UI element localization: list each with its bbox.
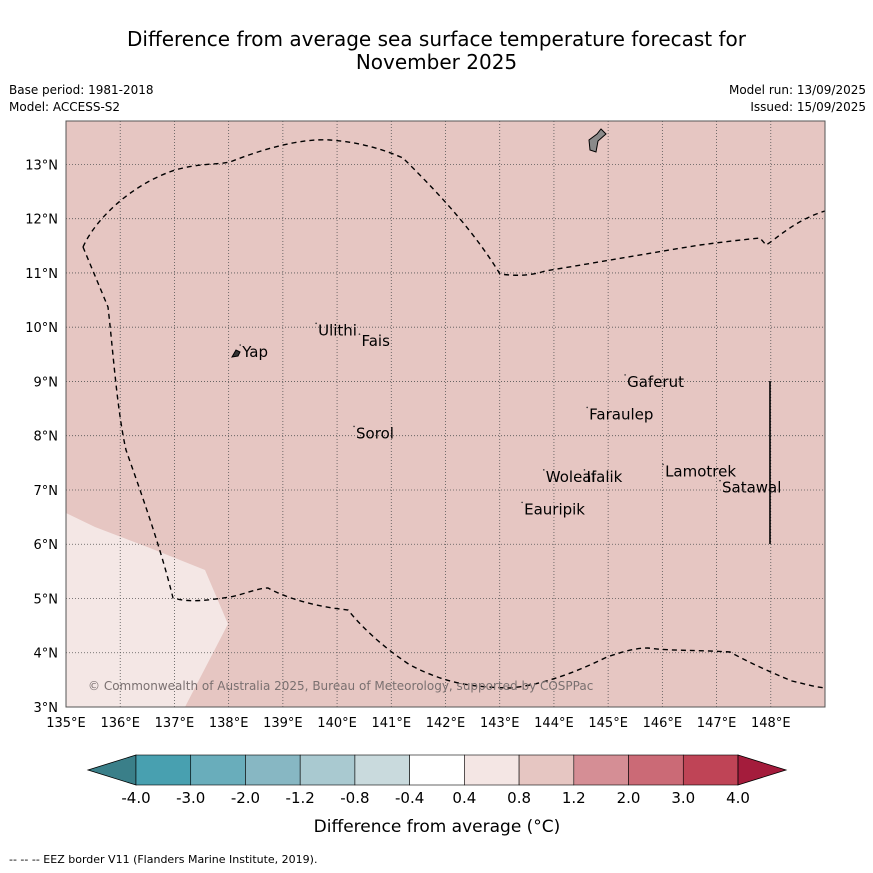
place-label: Yap	[241, 343, 268, 361]
lon-tick-label: 141°E	[372, 716, 412, 731]
place-label: Eauripik	[524, 500, 585, 518]
place-marker	[521, 501, 523, 504]
colorbar-bin	[573, 754, 629, 786]
colorbar-bin	[190, 754, 246, 786]
lon-tick-label: 139°E	[263, 716, 303, 731]
title-line-1: Difference from average sea surface temp…	[126, 27, 746, 51]
lat-tick-label: 3°N	[34, 701, 59, 716]
colorbar-extend-low	[86, 754, 137, 786]
lon-tick-label: 142°E	[426, 716, 466, 731]
map-frame	[65, 120, 826, 708]
lon-tick-label: 140°E	[317, 716, 357, 731]
lat-tick-label: 4°N	[34, 647, 59, 662]
anomaly-region-0.4-0.8	[66, 513, 228, 707]
place-marker	[353, 425, 355, 428]
colorbar-bin	[409, 754, 465, 786]
place-label: Faraulep	[589, 405, 653, 423]
place-label: Ulithi	[318, 321, 357, 339]
lat-tick-label: 5°N	[34, 592, 59, 607]
colorbar-tick-label: 0.8	[507, 789, 531, 807]
colorbar-tick-label: -0.4	[395, 789, 424, 807]
lon-tick-label: 148°E	[751, 716, 791, 731]
colorbar: -4.0 -3.0 -2.0 -1.2 -0.8 -0.4 0.4 0.8 1.2 2.0 3.0 4…	[86, 754, 788, 837]
place-marker	[662, 463, 664, 466]
model-run: Model run: 13/09/2025	[728, 83, 866, 97]
colorbar-extend-high	[737, 754, 788, 786]
eez-borders	[82, 139, 825, 689]
place-marker	[542, 469, 545, 471]
place-marker	[239, 344, 241, 346]
colorbar-tick-label: -3.0	[176, 789, 205, 807]
lon-tick-label: 138°E	[209, 716, 249, 731]
colorbar-tick-label: 3.0	[671, 789, 695, 807]
lon-tick-label: 137°E	[155, 716, 195, 731]
place-label: Ifalik	[586, 468, 622, 486]
place-marker	[315, 322, 317, 325]
place-marker	[719, 479, 721, 482]
place-label: Lamotrek	[665, 462, 736, 480]
eez-border-north	[82, 139, 825, 276]
colorbar-bin	[628, 754, 684, 786]
place-label: Gaferut	[627, 373, 684, 391]
place-marker	[586, 406, 588, 409]
place-marker	[358, 333, 361, 335]
place-label: Woleai	[546, 468, 596, 486]
lat-tick-label: 9°N	[34, 375, 59, 390]
chart-title: Difference from average sea surface temp…	[0, 28, 873, 74]
place-marker	[624, 374, 626, 376]
lon-tick-label: 135°E	[46, 716, 86, 731]
colorbar-tick-label: -4.0	[121, 789, 150, 807]
graticule	[66, 121, 825, 707]
lon-tick-label: 146°E	[643, 716, 683, 731]
colorbar-bin	[135, 754, 192, 786]
place-marker	[583, 469, 586, 471]
colorbar-tick-label: 1.2	[562, 789, 586, 807]
lat-tick-label: 6°N	[34, 538, 59, 553]
lat-tick-label: 7°N	[34, 484, 59, 499]
axis-tick-labels: 135°E 136°E 137°E 138°E 139°E 140°E 141°E 142°E…	[25, 158, 790, 731]
lon-tick-label: 147°E	[697, 716, 737, 731]
colorbar-tick-label: 0.4	[452, 789, 476, 807]
colorbar-tick-label: 4.0	[726, 789, 750, 807]
lon-tick-label: 144°E	[534, 716, 574, 731]
colorbar-bin	[518, 754, 575, 786]
place-label: Fais	[361, 332, 390, 350]
lat-tick-label: 12°N	[25, 213, 58, 228]
colorbar-bin	[464, 754, 520, 786]
lat-tick-label: 11°N	[25, 267, 58, 282]
place-label: Sorol	[356, 424, 394, 442]
model-name: Model: ACCESS-S2	[9, 100, 121, 114]
meta-right: Model run: 13/09/2025 Issued: 15/09/2025	[729, 82, 866, 116]
lon-tick-label: 143°E	[480, 716, 520, 731]
copyright-text: © Commonwealth of Australia 2025, Bureau…	[88, 679, 593, 693]
colorbar-label: Difference from average (°C)	[314, 817, 561, 837]
yap-island-shape	[231, 349, 241, 358]
colorbar-tick-label: -0.8	[340, 789, 369, 807]
lat-tick-label: 10°N	[25, 321, 58, 336]
colorbar-tick-label: -2.0	[231, 789, 260, 807]
lat-tick-label: 13°N	[25, 158, 58, 173]
meta-left: Base period: 1981-2018 Model: ACCESS-S2	[9, 82, 154, 116]
colorbar-tick-label: -1.2	[286, 789, 315, 807]
colorbar-bin	[245, 754, 301, 786]
lon-tick-label: 145°E	[588, 716, 628, 731]
eez-border-west	[82, 246, 825, 689]
colorbar-bin	[682, 754, 739, 786]
place-label: Satawal	[722, 479, 781, 497]
colorbar-bin	[299, 754, 356, 786]
colorbar-bin	[354, 754, 410, 786]
guam-island-shape	[588, 128, 607, 153]
colorbar-tick-label: 2.0	[617, 789, 641, 807]
lat-tick-label: 8°N	[34, 430, 59, 445]
title-line-2: November 2025	[355, 50, 518, 74]
issued-date: Issued: 15/09/2025	[750, 100, 866, 114]
eez-footnote: -- -- -- EEZ border V11 (Flanders Marine…	[9, 853, 318, 866]
base-period: Base period: 1981-2018	[9, 83, 154, 97]
lon-tick-label: 136°E	[100, 716, 140, 731]
